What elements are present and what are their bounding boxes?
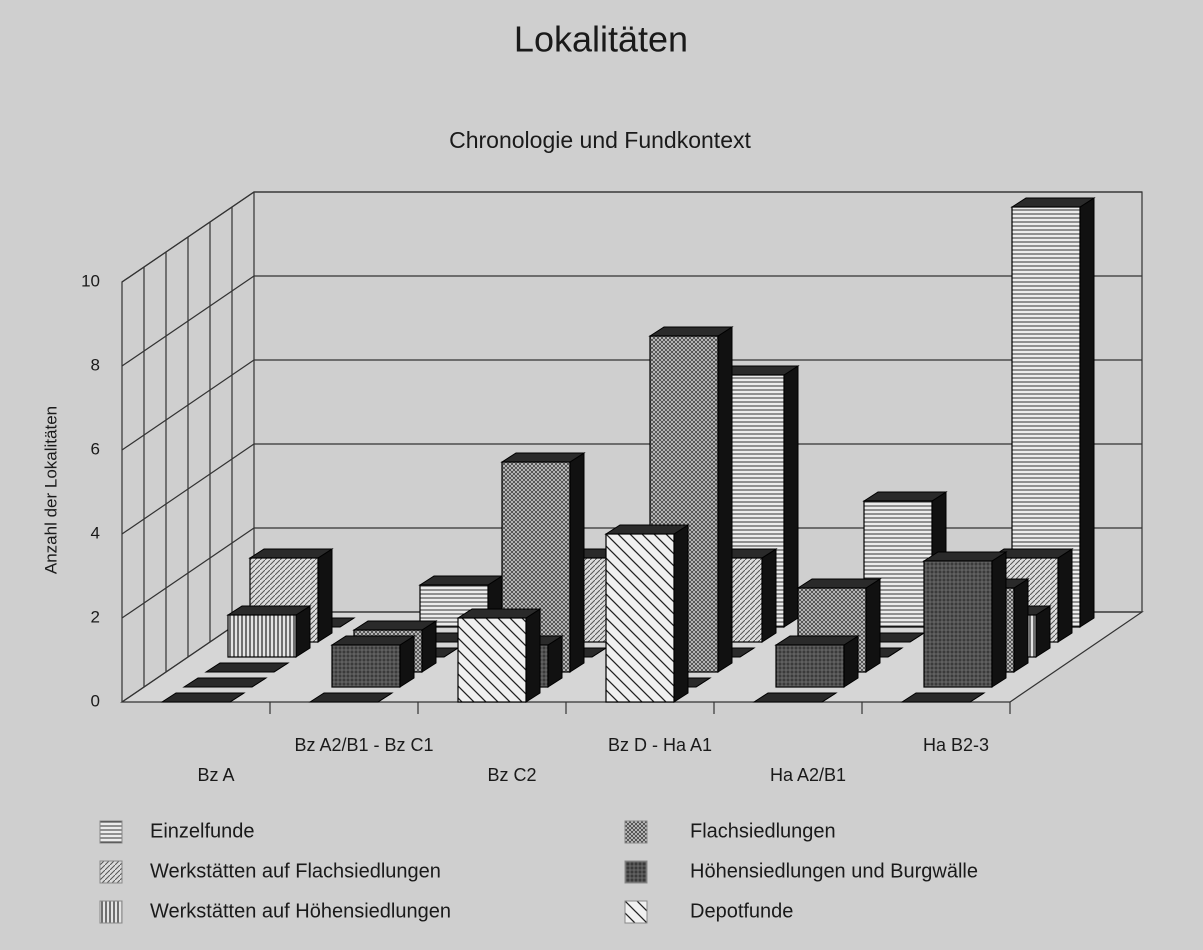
bar-side — [865, 578, 881, 673]
bar-side — [1079, 197, 1095, 628]
bar-group — [160, 692, 246, 703]
bar-top — [900, 692, 986, 703]
bar-side — [761, 548, 777, 643]
grid-line — [121, 359, 1142, 451]
bar-top — [752, 692, 838, 703]
bar-top — [308, 692, 394, 703]
y-tick-label: 2 — [91, 607, 100, 626]
grid-line — [121, 191, 1142, 283]
bar — [331, 644, 401, 688]
chart-subtitle: Chronologie und Fundkontext — [449, 127, 751, 153]
bar-top — [1010, 197, 1096, 208]
bar — [923, 560, 993, 688]
bar — [605, 533, 675, 703]
legend-label: Depotfunde — [690, 900, 793, 922]
bar-top — [648, 326, 734, 337]
y-axis-label: Anzahl der Lokalitäten — [41, 406, 60, 574]
bar-top — [862, 491, 948, 502]
bar-top — [796, 578, 882, 589]
bar-side — [569, 452, 585, 673]
bar-top — [204, 662, 290, 673]
bar-top — [182, 677, 268, 688]
grid-line — [121, 275, 1142, 367]
bar-group — [752, 692, 838, 703]
bar-group — [330, 635, 416, 688]
bar-side — [525, 608, 541, 703]
bar — [775, 644, 845, 688]
grid-line — [121, 527, 1142, 619]
bar-group — [226, 605, 312, 658]
x-tick-label: Bz A — [197, 765, 234, 785]
bar-top — [922, 551, 1008, 562]
bar-side — [717, 326, 733, 673]
chart-title: Lokalitäten — [514, 19, 688, 60]
x-tick-label: Bz A2/B1 - Bz C1 — [294, 735, 433, 755]
bar-side — [673, 524, 689, 703]
bar-top — [456, 608, 542, 619]
bar-top — [352, 620, 438, 631]
bar-top — [604, 524, 690, 535]
bar-group — [774, 635, 860, 688]
bar-side — [991, 551, 1007, 688]
legend-label: Höhensiedlungen und Burgwälle — [690, 860, 978, 882]
bar-top — [418, 575, 504, 586]
legend-label: Werkstätten auf Flachsiedlungen — [150, 860, 441, 882]
bar-top — [774, 635, 860, 646]
y-tick-label: 10 — [81, 271, 100, 290]
bar-side — [317, 548, 333, 643]
legend-swatch — [624, 860, 648, 884]
legend-swatch — [624, 820, 648, 844]
bar-top — [330, 635, 416, 646]
bar-top — [226, 605, 312, 616]
bar-group — [604, 524, 690, 703]
legend-label: Flachsiedlungen — [690, 820, 836, 842]
legend-swatch — [624, 900, 648, 924]
bar-group — [308, 692, 394, 703]
bar-top — [160, 692, 246, 703]
y-tick-label: 4 — [91, 523, 100, 542]
legend-swatch — [99, 860, 123, 884]
y-tick-label: 0 — [91, 691, 100, 710]
y-tick-label: 6 — [91, 439, 100, 458]
bar-group — [900, 692, 986, 703]
bar-side — [1013, 578, 1029, 673]
bar — [457, 617, 527, 703]
grid-line — [121, 443, 1142, 535]
bar-group — [182, 677, 268, 688]
x-tick-label: Bz D - Ha A1 — [608, 735, 712, 755]
bar — [227, 614, 297, 658]
y-tick-label: 8 — [91, 355, 100, 374]
x-tick-label: Bz C2 — [487, 765, 536, 785]
legend-swatch — [99, 820, 123, 844]
legend-label: Einzelfunde — [150, 820, 255, 842]
legend-label: Werkstätten auf Höhensiedlungen — [150, 900, 451, 922]
x-tick-label: Ha A2/B1 — [770, 765, 846, 785]
legend-swatch — [99, 900, 123, 924]
bar-top — [500, 452, 586, 463]
bar-side — [1057, 548, 1073, 643]
bar-top — [248, 548, 334, 559]
bar-group — [922, 551, 1008, 688]
bar-side — [783, 365, 799, 628]
x-tick-label: Ha B2-3 — [923, 735, 989, 755]
bar-group — [456, 608, 542, 703]
bar-group — [204, 662, 290, 673]
